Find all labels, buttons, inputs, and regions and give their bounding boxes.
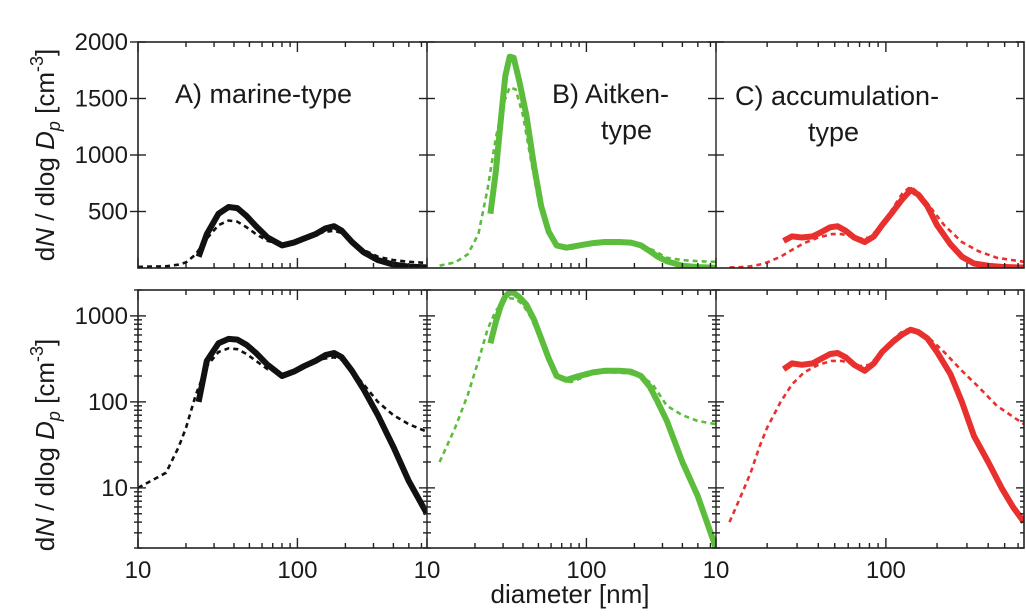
top-marine-solid-line <box>195 204 427 268</box>
panel-label-aitken: B) Aitken- <box>552 79 669 109</box>
panel-label-accumulation: C) accumulation- <box>735 81 939 111</box>
plot-layer: 10 100 10 100 10 100 500 1000 1500 2000 10 100 1000 A… <box>75 29 1025 584</box>
panel-label-marine: A) marine-type <box>175 79 352 109</box>
top-accumulation-solid-line <box>782 187 1024 268</box>
top-plot-frame <box>137 41 1025 269</box>
x-axis-title: diameter [nm] <box>491 579 650 609</box>
top-y-tick-label: 1000 <box>75 142 128 169</box>
x-tick-label: 100 <box>566 557 606 584</box>
x-tick-label: 100 <box>866 557 906 584</box>
x-tick-label: 10 <box>125 557 152 584</box>
top-y-tick-label: 2000 <box>75 29 128 56</box>
bottom-y-tick-label: 1000 <box>75 303 128 330</box>
x-tick-label: 10 <box>414 557 441 584</box>
top-accumulation-dashed-line <box>729 185 1024 268</box>
bottom-marine-solid-line <box>195 335 427 516</box>
panel-label-aitken: type <box>601 115 652 145</box>
bottom-plot-frame <box>137 289 1025 549</box>
bottom-marine-dashed-line <box>138 346 427 490</box>
panel-label-accumulation: type <box>808 117 859 147</box>
bottom-y-tick-label: 100 <box>88 389 128 416</box>
bottom-y-axis-title: dN / dlog Dp [cm-3] <box>27 339 64 551</box>
top-aitken-dashed-line <box>439 85 716 267</box>
x-tick-label: 100 <box>277 557 317 584</box>
top-y-tick-label: 500 <box>88 199 128 226</box>
bottom-aitken-solid-line <box>487 290 716 548</box>
top-y-axis-title: dN / dlog Dp [cm-3] <box>27 49 64 261</box>
bottom-y-tick-label: 10 <box>101 475 128 502</box>
top-y-tick-label: 1500 <box>75 86 128 113</box>
x-tick-label: 10 <box>703 557 730 584</box>
top-aitken-solid-line <box>487 53 716 268</box>
bottom-accumulation-solid-line <box>781 326 1024 524</box>
